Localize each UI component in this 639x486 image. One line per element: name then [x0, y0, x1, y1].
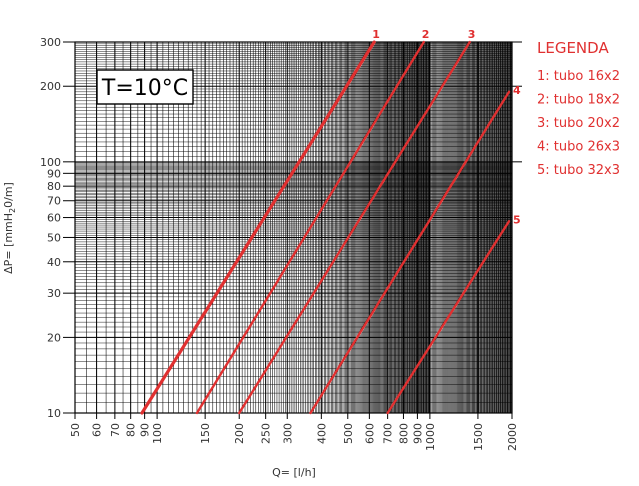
temperature-label: T=10°C	[101, 76, 188, 101]
legend-item-4: 4: tubo 26x3	[537, 140, 620, 155]
series-label-5: 5	[513, 213, 521, 226]
y-axis-title: ΔP= [mmH20/m]	[2, 182, 17, 274]
x-tick-label: 100	[151, 423, 164, 444]
y-axis-title-main: ΔP= [mmH	[2, 213, 15, 274]
x-tick-label: 500	[342, 423, 355, 444]
y-tick-label: 60	[47, 212, 61, 225]
series-label-4: 4	[513, 84, 521, 97]
x-axis-title: Q= [l/h]	[272, 466, 316, 479]
x-tick-label: 600	[363, 423, 376, 444]
series-label-3: 3	[468, 28, 476, 41]
x-tick-label: 50	[69, 423, 82, 437]
x-tick-label: 700	[382, 423, 395, 444]
legend-item-3: 3: tubo 20x2	[537, 116, 620, 131]
y-tick-label: 30	[47, 287, 61, 300]
y-axis-title-end: 0/m]	[2, 182, 15, 208]
y-tick-label: 50	[47, 231, 61, 244]
y-tick-label: 90	[47, 167, 61, 180]
series-label-1: 1	[372, 28, 380, 41]
y-tick-label: 10	[47, 407, 61, 420]
series-lines	[140, 40, 511, 415]
y-tick-label: 300	[40, 36, 61, 49]
x-tick-label: 400	[315, 423, 328, 444]
series-line-1	[140, 40, 376, 415]
legend-item-2: 2: tubo 18x2	[537, 93, 620, 108]
x-tick-label: 1000	[424, 423, 437, 451]
y-axis-title-subscript: 2	[8, 208, 17, 213]
x-axis-ticks: 50 60 70 80 90 100 150 200 250 300 400 500 600 700 800…	[69, 413, 519, 451]
x-tick-label: 60	[91, 423, 104, 437]
y-tick-label: 80	[47, 180, 61, 193]
series-line-5	[386, 220, 511, 415]
x-tick-label: 250	[260, 423, 273, 444]
legend: 1: tubo 16x2 2: tubo 18x2 3: tubo 20x2 4: t…	[537, 69, 620, 178]
y-tick-label: 100	[40, 156, 61, 169]
x-tick-label: 300	[281, 423, 294, 444]
series-line-3	[238, 40, 471, 415]
legend-title: LEGENDA	[537, 39, 609, 57]
plot-frame	[74, 41, 513, 414]
x-tick-label: 70	[109, 423, 122, 437]
x-tick-label: 800	[397, 423, 410, 444]
y-tick-label: 40	[47, 256, 61, 269]
legend-item-5: 5: tubo 32x3	[537, 163, 620, 178]
series-line-2	[195, 40, 426, 415]
x-tick-label: 90	[139, 423, 152, 437]
grid-minor-lines	[74, 41, 513, 414]
temperature-box	[96, 69, 194, 105]
x-tick-label: 80	[125, 423, 138, 437]
x-tick-label: 900	[411, 423, 424, 444]
series-number-labels: 1 2 3 4 5	[372, 28, 521, 226]
series-label-2: 2	[422, 28, 430, 41]
x-tick-label: 150	[199, 423, 212, 444]
y-tick-label: 70	[47, 195, 61, 208]
x-tick-label: 200	[233, 423, 246, 444]
series-line-4	[309, 90, 511, 415]
x-tick-label: 1500	[472, 423, 485, 451]
legend-item-1: 1: tubo 16x2	[537, 69, 620, 84]
y-tick-label: 20	[47, 331, 61, 344]
x-tick-label: 2000	[506, 423, 519, 451]
y-tick-label: 200	[40, 80, 61, 93]
